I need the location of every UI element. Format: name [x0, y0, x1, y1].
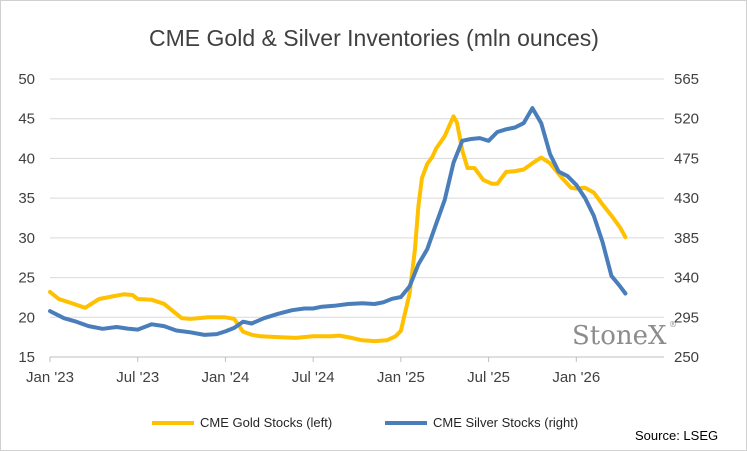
x-axis: Jan '23 Jul '23 Jan '24 Jul '24 Jan '25 Jul '… [26, 356, 664, 386]
y-left-tick-label: 15 [18, 349, 35, 366]
x-tick-label: Jan '24 [201, 369, 249, 386]
x-tick-label: Jan '25 [377, 369, 425, 386]
y-right-tick-label: 475 [674, 150, 699, 167]
gold-stocks-line [48, 114, 628, 344]
y-axis-right: 250 295 340 385 430 475 520 565 [674, 71, 699, 366]
y-right-tick-label: 430 [674, 190, 699, 207]
x-tick-label: Jul '25 [467, 369, 510, 386]
y-right-tick-label: 250 [674, 349, 699, 366]
stonex-watermark: StoneX [572, 321, 667, 351]
series-group [48, 106, 628, 344]
y-axis-left: 15 20 25 30 35 40 45 50 [18, 71, 35, 366]
y-right-tick-label: 385 [674, 230, 699, 247]
legend: CME Gold Stocks (left) CME Silver Stocks… [152, 415, 578, 430]
x-tick-label: Jan '23 [26, 369, 74, 386]
y-left-tick-label: 25 [18, 270, 35, 287]
y-left-tick-label: 20 [18, 309, 35, 326]
legend-gold-label: CME Gold Stocks (left) [200, 415, 332, 430]
y-left-tick-label: 40 [18, 150, 35, 167]
y-left-tick-label: 35 [18, 190, 35, 207]
y-right-tick-label: 295 [674, 309, 699, 326]
y-left-tick-label: 50 [18, 71, 35, 88]
gridlines [50, 78, 664, 318]
source-note: Source: LSEG [635, 428, 718, 443]
y-right-tick-label: 520 [674, 111, 699, 128]
y-right-tick-label: 340 [674, 270, 699, 287]
legend-silver-label: CME Silver Stocks (right) [433, 415, 578, 430]
stonex-registered-mark: ® [669, 320, 677, 329]
y-right-tick-label: 565 [674, 71, 699, 88]
y-left-tick-label: 45 [18, 111, 35, 128]
chart-title: CME Gold & Silver Inventories (mln ounce… [149, 25, 599, 51]
silver-stocks-line [48, 106, 628, 337]
x-tick-label: Jul '24 [292, 369, 335, 386]
y-left-tick-label: 30 [18, 230, 35, 247]
x-tick-label: Jul '23 [116, 369, 159, 386]
x-tick-label: Jan '26 [552, 369, 600, 386]
